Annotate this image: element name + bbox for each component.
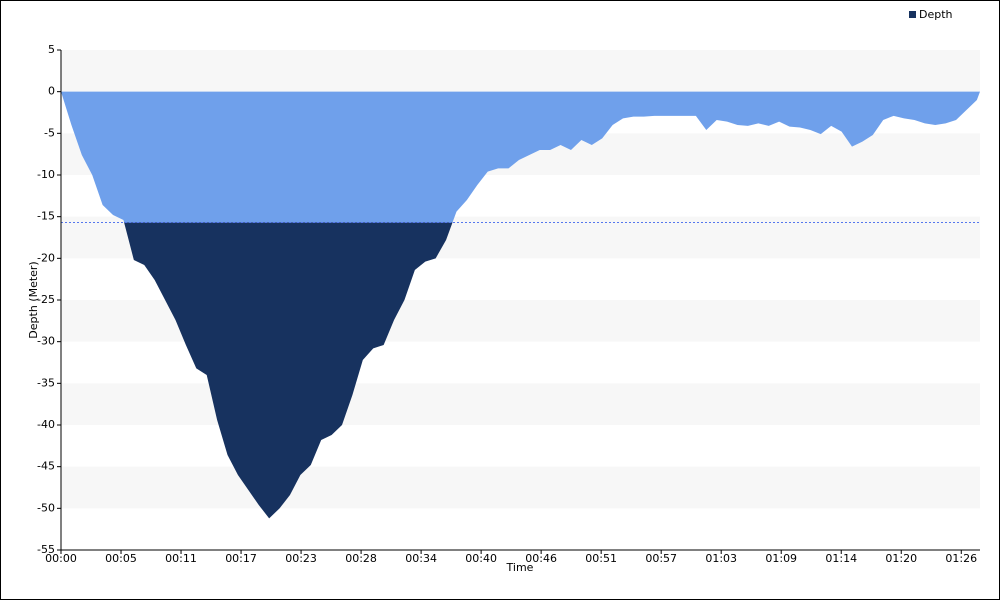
- x-tick-label: 00:17: [225, 552, 257, 565]
- y-tick-label: -10: [37, 168, 55, 181]
- y-tick-label: 5: [48, 43, 55, 56]
- y-tick-label: -55: [37, 543, 55, 556]
- y-tick-label: -45: [37, 460, 55, 473]
- x-tick-label: 01:14: [825, 552, 857, 565]
- x-tick-label: 00:00: [45, 552, 77, 565]
- grid-band: [61, 50, 980, 92]
- y-tick-label: -30: [37, 335, 55, 348]
- x-tick-label: 00:51: [585, 552, 617, 565]
- y-tick-label: -25: [37, 293, 55, 306]
- grid-band: [61, 383, 980, 425]
- x-tick-label: 00:57: [645, 552, 677, 565]
- y-tick-label: 0: [48, 85, 55, 98]
- x-tick-label: 00:46: [525, 552, 557, 565]
- x-tick-label: 01:09: [765, 552, 797, 565]
- x-tick-label: 00:34: [405, 552, 437, 565]
- x-tick-label: 00:23: [285, 552, 317, 565]
- depth-area: [61, 91, 980, 519]
- x-tick-label: 01:26: [945, 552, 977, 565]
- x-tick-label: 00:11: [165, 552, 197, 565]
- y-tick-label: -40: [37, 418, 55, 431]
- legend-swatch: [909, 11, 916, 18]
- y-tick-label: -35: [37, 376, 55, 389]
- x-tick-label: 01:03: [705, 552, 737, 565]
- y-axis-title: Depth (Meter): [27, 261, 40, 338]
- x-tick-label: 01:20: [885, 552, 917, 565]
- x-tick-label: 00:28: [345, 552, 377, 565]
- y-tick-label: -20: [37, 251, 55, 264]
- x-tick-label: 00:40: [465, 552, 497, 565]
- y-tick-label: -15: [37, 210, 55, 223]
- legend-label: Depth: [919, 8, 953, 21]
- x-axis-title: Time: [506, 561, 534, 574]
- x-tick-label: 00:05: [105, 552, 137, 565]
- y-tick-label: -5: [44, 126, 55, 139]
- grid-band: [61, 466, 980, 509]
- y-tick-label: -50: [37, 501, 55, 514]
